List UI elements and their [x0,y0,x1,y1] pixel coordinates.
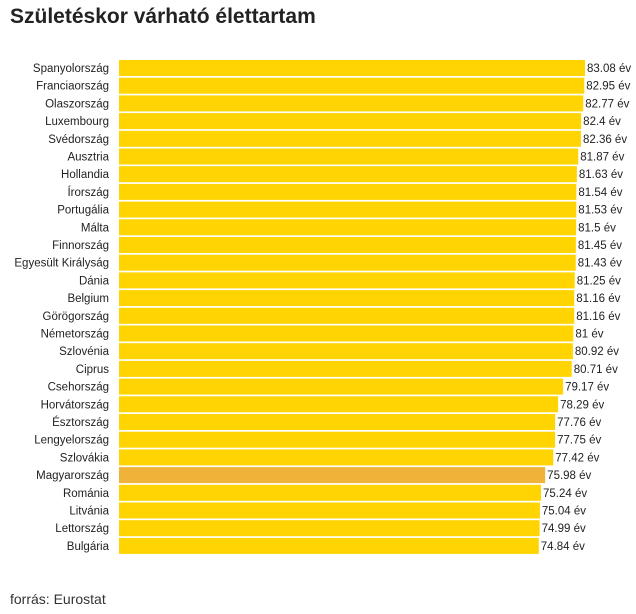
bar [119,484,542,501]
category-label: Luxembourg [45,116,109,128]
value-label: 75.98 év [547,470,591,482]
bar [119,272,575,289]
category-label: Bulgária [67,541,110,553]
value-label: 75.24 év [543,488,587,500]
value-label: 81.45 év [578,240,622,252]
bar [119,502,540,519]
bar [119,130,581,147]
bar [119,520,540,537]
value-label: 81.25 év [577,275,621,287]
category-label: Belgium [67,293,109,305]
value-label: 82.77 év [585,98,629,110]
value-label: 78.29 év [560,399,604,411]
category-label: Írország [67,186,109,199]
value-label: 82.95 év [586,81,630,93]
value-label: 75.04 év [542,506,586,518]
category-label: Franciaország [36,81,109,93]
value-label: 81.43 év [578,258,622,270]
value-label: 81.63 év [579,169,623,181]
source-note: forrás: Eurostat [10,591,106,607]
bar [119,307,575,324]
value-label: 81.16 év [576,293,620,305]
category-label: Spanyolország [33,63,109,75]
bar [119,378,564,395]
category-label: Ciprus [76,364,109,376]
value-label: 77.76 év [557,417,601,429]
value-label: 77.42 év [555,452,599,464]
category-label: Románia [63,488,110,500]
bar [119,396,559,413]
category-label: Portugália [57,205,109,217]
category-label: Lettország [55,523,109,535]
value-label: 80.92 év [575,346,619,358]
bar [119,77,585,94]
bar [119,201,577,218]
value-label: 74.84 év [541,541,585,553]
category-label: Litvánia [69,506,109,518]
category-label: Ausztria [67,152,109,164]
value-label: 81.16 év [576,311,620,323]
category-label: Csehország [48,382,109,394]
category-label: Hollandia [61,169,110,181]
bar [119,183,577,200]
value-label: 82.4 év [583,116,621,128]
category-label: Horvátország [41,399,109,411]
bar [119,343,573,360]
value-label: 81.5 év [578,222,616,234]
category-label: Lengyelország [34,435,109,447]
bar [119,166,577,183]
category-label: Németország [41,329,109,341]
value-label: 81 év [575,329,603,341]
category-label: Finnország [52,240,109,252]
chart-title: Születéskor várható élettartam [10,5,316,28]
value-label: 82.36 év [583,134,627,146]
bar [119,237,576,253]
bar [119,414,556,430]
category-label: Málta [81,222,110,234]
category-label: Szlovákia [60,452,110,464]
bar [119,431,556,448]
value-label: 80.71 év [574,364,618,376]
bar [119,254,576,271]
bar [119,113,582,130]
category-label: Olaszország [45,98,109,110]
category-label: Magyarország [36,470,109,482]
bar [119,148,579,165]
value-label: 83.08 év [587,63,631,75]
bar [119,290,575,307]
bar [119,467,546,484]
category-label: Dánia [79,275,110,287]
bar-chart: Spanyolország 83.08 év Franciaország 82.95 … [14,60,631,554]
bar [119,360,572,377]
category-label: Szlovénia [59,346,109,358]
bar [119,219,577,236]
value-label: 79.17 év [565,382,609,394]
category-label: Egyesült Királyság [14,258,109,270]
value-label: 81.87 év [580,152,624,164]
value-label: 81.54 év [578,187,622,199]
value-label: 81.53 év [578,205,622,217]
bar [119,325,574,342]
category-label: Észtország [52,416,109,429]
bar [119,95,584,112]
value-label: 77.75 év [557,435,601,447]
category-label: Görögország [43,311,109,323]
bar [119,449,554,466]
bar [119,60,585,76]
category-label: Svédország [48,134,109,146]
value-label: 74.99 év [542,523,586,535]
bar [119,537,539,554]
